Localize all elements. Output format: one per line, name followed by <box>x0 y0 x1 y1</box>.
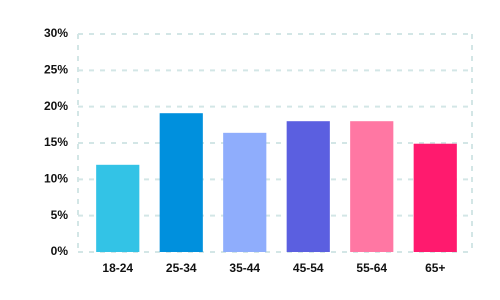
x-tick-label: 45-54 <box>293 261 324 275</box>
bar <box>159 113 203 252</box>
y-tick-label: 0% <box>51 244 69 258</box>
y-tick-label: 5% <box>51 208 69 222</box>
y-tick-label: 15% <box>44 135 68 149</box>
bar <box>286 121 330 252</box>
bar <box>96 164 140 252</box>
x-tick-label: 35-44 <box>229 261 260 275</box>
y-tick-label: 10% <box>44 172 68 186</box>
y-tick-label: 20% <box>44 99 68 113</box>
bar <box>350 121 394 252</box>
x-tick-label: 25-34 <box>166 261 197 275</box>
x-tick-label: 65+ <box>425 261 445 275</box>
bar <box>413 143 457 252</box>
x-tick-label: 18-24 <box>102 261 133 275</box>
bar <box>223 132 267 252</box>
y-tick-label: 25% <box>44 63 68 77</box>
x-tick-label: 55-64 <box>356 261 387 275</box>
y-tick-label: 30% <box>44 26 68 40</box>
